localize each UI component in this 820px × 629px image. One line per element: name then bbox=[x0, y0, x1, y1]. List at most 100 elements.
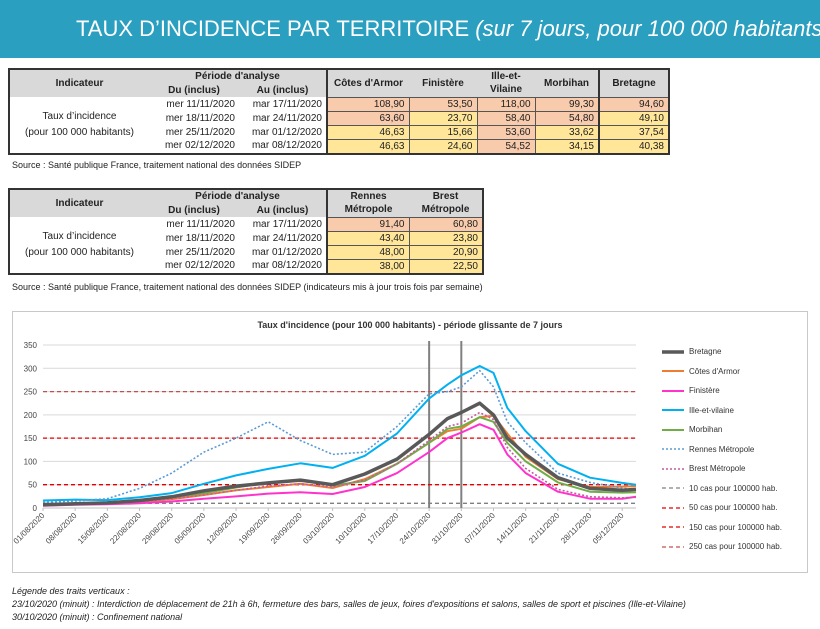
notes-heading: Légende des traits verticaux : bbox=[12, 586, 130, 596]
value-cell: 22,50 bbox=[408, 258, 484, 275]
cell-to: mar 17/11/2020 bbox=[239, 217, 327, 231]
legend-swatch bbox=[662, 428, 684, 431]
value-cell: 43,40 bbox=[326, 230, 410, 246]
value-cell: 91,40 bbox=[326, 216, 410, 232]
value-cell: 38,00 bbox=[326, 258, 410, 275]
legend-swatch bbox=[662, 526, 684, 528]
series-line-rennes-m-tropole bbox=[42, 369, 637, 504]
legend-item: Côtes d'Armor bbox=[662, 362, 782, 382]
table-row: mer 02/12/2020 mar 08/12/2020 38,00 22,50 bbox=[9, 258, 484, 275]
value-cell: 49,10 bbox=[598, 110, 670, 126]
legend-item: 250 cas pour 100000 hab. bbox=[662, 537, 782, 557]
x-tick-label: 17/10/2020 bbox=[366, 511, 401, 546]
x-tick-label: 01/08/2020 bbox=[12, 511, 47, 546]
x-tick-label: 21/11/2020 bbox=[527, 511, 562, 546]
cell-to: mar 01/12/2020 bbox=[239, 125, 327, 139]
legend-item: Bretagne bbox=[662, 342, 782, 362]
value-cell: 54,80 bbox=[534, 110, 600, 126]
cell-to: mar 17/11/2020 bbox=[239, 97, 327, 111]
x-tick-label: 12/09/2020 bbox=[205, 511, 240, 546]
cell-to: mar 08/12/2020 bbox=[239, 259, 327, 275]
header-from: Du (inclus) bbox=[149, 83, 239, 97]
cell-from: mer 11/11/2020 bbox=[149, 97, 239, 111]
value-cell: 20,90 bbox=[408, 244, 484, 260]
header-indicator: Indicateur bbox=[8, 188, 149, 217]
chart-legend: Bretagne Côtes d'Armor Finistère Ille-et-vi… bbox=[662, 342, 782, 557]
cell-to: mar 24/11/2020 bbox=[239, 231, 327, 245]
series-line-brest-m-tropole bbox=[42, 411, 637, 507]
y-tick-label: 350 bbox=[24, 341, 38, 350]
legend-swatch bbox=[662, 507, 684, 509]
header-col-finistere: Finistère bbox=[409, 68, 477, 97]
value-cell: 54,52 bbox=[476, 138, 536, 155]
legend-swatch bbox=[662, 448, 684, 451]
header-col-bretagne: Bretagne bbox=[599, 68, 670, 97]
table-row: Taux d’incidence (pour 100 000 habitants)… bbox=[8, 96, 670, 155]
value-cell: 23,80 bbox=[408, 230, 484, 246]
cell-from: mer 25/11/2020 bbox=[149, 125, 239, 139]
series-line-bretagne bbox=[42, 401, 637, 507]
indicator-description: Taux d’incidence (pour 100 000 habitants) bbox=[8, 217, 149, 275]
legend-swatch bbox=[662, 409, 684, 412]
legend-label: Côtes d'Armor bbox=[689, 366, 740, 376]
legend-swatch bbox=[662, 389, 684, 392]
cell-from: mer 02/12/2020 bbox=[149, 139, 239, 155]
x-tick-label: 24/10/2020 bbox=[398, 511, 433, 546]
legend-swatch bbox=[662, 350, 684, 354]
value-cell: 99,30 bbox=[534, 96, 600, 112]
note-line-2: 30/10/2020 (minuit) : Confinement nation… bbox=[12, 612, 183, 622]
legend-label: 250 cas pour 100000 hab. bbox=[689, 542, 782, 552]
cell-from: mer 25/11/2020 bbox=[149, 245, 239, 259]
table-departments: Indicateur Période d'analyse Côtes d'Arm… bbox=[8, 68, 670, 155]
cell-to: mar 24/11/2020 bbox=[239, 111, 327, 125]
banner-subtitle: (sur 7 jours, pour 100 000 habitants) bbox=[475, 16, 820, 41]
banner-title: TAUX D’INCIDENCE PAR TERRITOIRE bbox=[76, 16, 470, 41]
x-tick-label: 29/08/2020 bbox=[140, 511, 175, 546]
y-tick-label: 200 bbox=[24, 411, 38, 420]
vertical-lines-notes: Légende des traits verticaux : 23/10/202… bbox=[12, 585, 686, 624]
value-cell: 40,38 bbox=[598, 138, 670, 155]
value-cell: 33,62 bbox=[534, 124, 600, 140]
legend-item: Morbihan bbox=[662, 420, 782, 440]
value-cell: 46,63 bbox=[326, 124, 410, 140]
legend-item: Finistère bbox=[662, 381, 782, 401]
table-row: mer 18/11/2020 mar 24/11/2020 43,40 23,80 bbox=[9, 230, 484, 246]
value-cell: 94,60 bbox=[598, 96, 670, 112]
value-cell: 63,60 bbox=[326, 110, 410, 126]
table-row: Taux d’incidence (pour 100 000 habitants)… bbox=[8, 216, 484, 275]
header-col-ille-vilaine: Ille-et- Vilaine bbox=[477, 68, 535, 97]
x-tick-label: 31/10/2020 bbox=[430, 511, 465, 546]
value-cell: 48,00 bbox=[326, 244, 410, 260]
value-cell: 60,80 bbox=[408, 216, 484, 232]
cell-from: mer 11/11/2020 bbox=[149, 217, 239, 231]
x-tick-label: 19/09/2020 bbox=[237, 511, 272, 546]
header-to: Au (inclus) bbox=[239, 203, 327, 217]
y-tick-label: 250 bbox=[24, 388, 38, 397]
note-line-1: 23/10/2020 (minuit) : Interdiction de dé… bbox=[12, 599, 686, 609]
table2-source: Source : Santé publique France, traiteme… bbox=[12, 282, 483, 292]
table1-source: Source : Santé publique France, traiteme… bbox=[12, 160, 302, 170]
y-tick-label: 300 bbox=[24, 364, 38, 373]
cell-to: mar 08/12/2020 bbox=[239, 139, 327, 155]
series-line-finist-re bbox=[42, 423, 637, 507]
legend-item: 10 cas pour 100000 hab. bbox=[662, 479, 782, 499]
header-col-cotes-armor: Côtes d'Armor bbox=[326, 68, 409, 97]
value-cell: 58,40 bbox=[476, 110, 536, 126]
series-line-ille-et-vilaine bbox=[42, 365, 637, 502]
table-metropoles: Indicateur Période d'analyse Rennes Métr… bbox=[8, 188, 484, 275]
incidence-line-chart: 0 50 100 150 200 250 300 350 01/08/202008/08/202… bbox=[12, 341, 637, 546]
header-col-brest: Brest Métropole bbox=[409, 188, 484, 217]
y-tick-label: 150 bbox=[24, 434, 38, 443]
legend-item: Brest Métropole bbox=[662, 459, 782, 479]
legend-label: Bretagne bbox=[689, 347, 722, 357]
legend-item: Rennes Métropole bbox=[662, 440, 782, 460]
x-tick-label: 10/10/2020 bbox=[334, 511, 369, 546]
table-row: mer 02/12/2020 mar 08/12/2020 46,63 24,60 54… bbox=[9, 138, 670, 155]
value-cell: 53,60 bbox=[476, 124, 536, 140]
value-cell: 37,54 bbox=[598, 124, 670, 140]
legend-swatch bbox=[662, 370, 684, 373]
x-tick-label: 22/08/2020 bbox=[108, 511, 143, 546]
x-tick-label: 07/11/2020 bbox=[463, 511, 498, 546]
header-period: Période d'analyse bbox=[149, 68, 327, 83]
legend-label: Brest Métropole bbox=[689, 464, 746, 474]
